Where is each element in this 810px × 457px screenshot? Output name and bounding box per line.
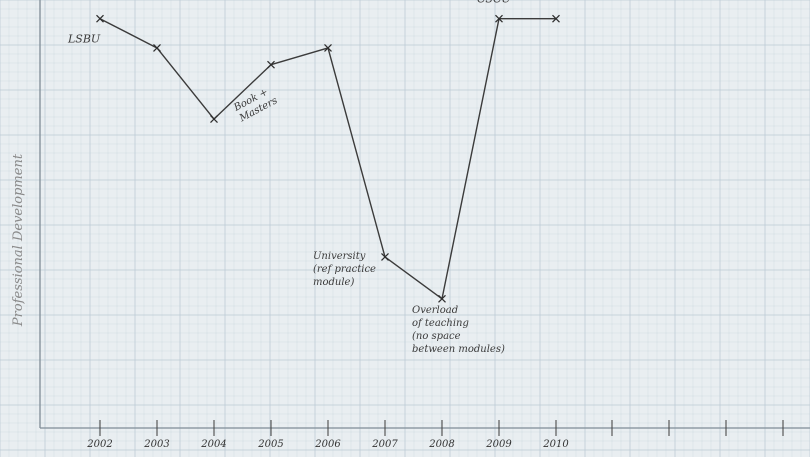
data-point bbox=[267, 60, 275, 69]
annotation-line: of teaching bbox=[412, 318, 469, 329]
x-tick-label: 2009 bbox=[485, 439, 512, 450]
annotation-cscu: CSCU bbox=[477, 0, 511, 6]
annotation-line: (no space bbox=[412, 331, 461, 342]
annotation-line: between modules) bbox=[412, 344, 505, 355]
annotation-line: LSBU bbox=[67, 33, 101, 46]
data-point bbox=[210, 115, 218, 123]
x-axis-ticks: 2002 2003 2004 2005 2006 2007 2008 2009 2010 bbox=[86, 420, 784, 450]
data-point bbox=[96, 14, 104, 23]
annotation-line: University bbox=[313, 251, 366, 262]
x-tick-label: 2002 bbox=[86, 439, 112, 450]
x-tick-label: 2010 bbox=[542, 439, 569, 450]
data-point bbox=[438, 294, 446, 303]
annotation-line: module) bbox=[313, 277, 354, 288]
x-tick-label: 2003 bbox=[143, 439, 169, 450]
annotation-lsbu: LSBU bbox=[67, 33, 101, 46]
annotation-line: (ref practice bbox=[313, 264, 376, 275]
x-tick-label: 2006 bbox=[314, 439, 341, 450]
data-point bbox=[552, 14, 560, 23]
x-tick-label: 2005 bbox=[257, 439, 283, 450]
data-point bbox=[324, 44, 332, 52]
annotation-university: University (ref practice module) bbox=[313, 251, 376, 288]
y-axis-label: Professional Development bbox=[11, 153, 26, 327]
annotation-line: Overload bbox=[412, 305, 458, 316]
annotation-line: CSCU bbox=[477, 0, 511, 6]
x-tick-label: 2004 bbox=[200, 439, 226, 450]
data-series bbox=[96, 14, 560, 303]
x-tick-label: 2008 bbox=[428, 439, 454, 450]
data-point bbox=[381, 253, 389, 261]
data-point bbox=[495, 14, 503, 23]
annotation-overload: Overload of teaching (no space between modu… bbox=[412, 305, 505, 355]
data-point bbox=[153, 44, 161, 52]
x-tick-label: 2007 bbox=[371, 439, 398, 450]
